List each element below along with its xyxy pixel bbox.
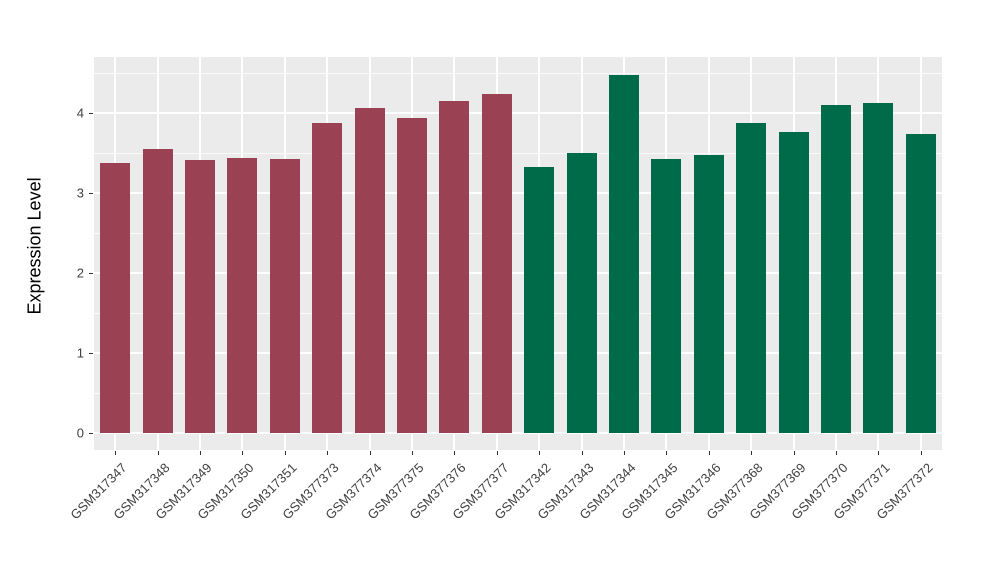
bar bbox=[269, 159, 300, 433]
y-tick-mark bbox=[89, 193, 93, 194]
bar bbox=[609, 74, 639, 433]
x-tick-mark bbox=[242, 451, 244, 455]
bar bbox=[227, 157, 258, 433]
gridline-minor-horizontal bbox=[94, 72, 942, 74]
gridline-minor-horizontal bbox=[94, 232, 942, 234]
bar bbox=[312, 122, 343, 433]
bar bbox=[100, 163, 131, 433]
gridline-major-horizontal bbox=[94, 272, 942, 274]
x-tick-mark bbox=[412, 451, 413, 455]
bar bbox=[905, 133, 936, 433]
bar bbox=[693, 154, 724, 433]
x-tick-mark bbox=[157, 451, 159, 455]
bar bbox=[736, 122, 767, 433]
x-tick-mark bbox=[624, 451, 625, 455]
bar bbox=[439, 101, 470, 433]
x-tick-mark bbox=[369, 451, 371, 455]
bar bbox=[397, 117, 427, 433]
y-tick-mark bbox=[89, 273, 93, 274]
x-tick-mark bbox=[836, 451, 837, 455]
x-tick-mark bbox=[115, 451, 117, 455]
y-tick-label: 0 bbox=[76, 425, 84, 441]
y-tick-label: 3 bbox=[76, 185, 84, 201]
x-tick-mark bbox=[708, 451, 710, 455]
y-tick-label: 2 bbox=[76, 265, 84, 281]
x-tick-mark bbox=[878, 451, 880, 455]
gridline-minor-horizontal bbox=[94, 312, 942, 314]
bar bbox=[651, 158, 682, 433]
x-tick-mark bbox=[200, 451, 201, 455]
gridline-minor-horizontal bbox=[94, 152, 942, 154]
x-tick-mark bbox=[496, 451, 498, 455]
x-tick-mark bbox=[920, 451, 922, 455]
y-axis-title: Expression Level bbox=[24, 176, 45, 314]
bar bbox=[863, 102, 894, 433]
plot-panel bbox=[94, 57, 942, 450]
y-tick-mark bbox=[89, 113, 93, 114]
bar bbox=[142, 149, 173, 433]
gridline-major-horizontal bbox=[94, 192, 942, 194]
y-tick-label: 1 bbox=[76, 345, 84, 361]
bar bbox=[481, 93, 512, 433]
bar bbox=[524, 166, 555, 433]
bar bbox=[185, 160, 215, 433]
bar bbox=[821, 105, 851, 433]
x-tick-mark bbox=[454, 451, 456, 455]
gridline-major-horizontal bbox=[94, 352, 942, 354]
x-tick-mark bbox=[284, 451, 286, 455]
x-tick-mark bbox=[751, 451, 753, 455]
x-tick-mark bbox=[539, 451, 541, 455]
x-tick-mark bbox=[666, 451, 668, 455]
bar bbox=[354, 108, 385, 433]
x-tick-mark bbox=[793, 451, 795, 455]
gridline-major-horizontal bbox=[94, 112, 942, 114]
y-tick-label: 4 bbox=[76, 105, 84, 121]
y-tick-mark bbox=[89, 433, 93, 434]
gridline-minor-horizontal bbox=[94, 392, 942, 394]
bar bbox=[566, 153, 597, 433]
x-tick-mark bbox=[327, 451, 329, 455]
x-tick-mark bbox=[581, 451, 583, 455]
y-tick-mark bbox=[89, 353, 93, 354]
bar bbox=[778, 132, 809, 433]
gridline-major-horizontal bbox=[94, 432, 942, 434]
